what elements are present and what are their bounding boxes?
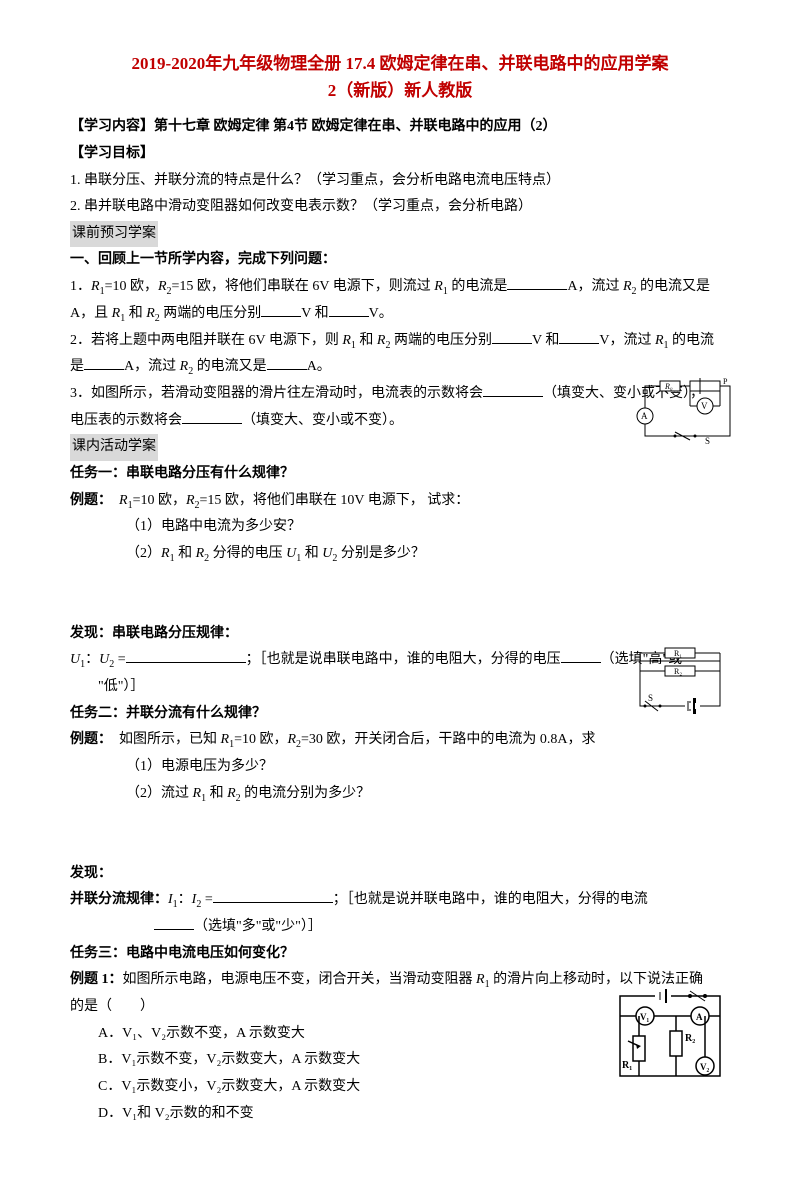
svg-text:V: V xyxy=(701,401,708,411)
review-heading: 一、回顾上一节所学内容，完成下列问题： xyxy=(70,247,730,274)
circuit-diagram-1: P R₀ V A S xyxy=(635,376,740,446)
svg-text:R₀: R₀ xyxy=(664,382,673,391)
circuit-diagram-3: V₁ A R₁ R₂ V₂ xyxy=(610,986,730,1086)
question-2-line2: 是A，流过 R2 的电流又是A。 xyxy=(70,354,730,381)
svg-text:S: S xyxy=(705,436,710,446)
svg-text:R₁: R₁ xyxy=(674,649,682,658)
question-3-line2: 电压表的示数将会（填变大、变小或不变）。 xyxy=(70,408,730,435)
svg-text:A: A xyxy=(641,411,648,421)
ex1-q2: （2）R1 和 R2 分得的电压 U1 和 U2 分别是多少？ xyxy=(70,541,730,568)
pre-study-label: 课前预习学案 xyxy=(70,221,158,248)
question-3: 3．如图所示，若滑动变阻器的滑片往左滑动时，电流表的示数将会（填变大、变小或不变… xyxy=(70,381,730,408)
goal-2: 2. 串并联电路中滑动变阻器如何改变电表示数？（学习重点，会分析电路） xyxy=(70,194,730,221)
svg-text:V₂: V₂ xyxy=(700,1062,709,1072)
svg-text:V₁: V₁ xyxy=(640,1012,649,1022)
heading-content: 【学习内容】第十七章 欧姆定律 第4节 欧姆定律在串、并联电路中的应用（2） xyxy=(70,114,730,141)
goal-1: 1. 串联分压、并联分流的特点是什么？（学习重点，会分析电路电流电压特点） xyxy=(70,168,730,195)
svg-text:A: A xyxy=(696,1012,703,1022)
task1-heading: 任务一：串联电路分压有什么规律？ xyxy=(70,461,730,488)
option-d: D．V₁和 V₂示数的和不变 xyxy=(70,1101,730,1128)
example1: 例题： R1=10 欧，R2=15 欧，将他们串联在 10V 电源下， 试求： xyxy=(70,488,730,515)
question-3-block: P R₀ V A S 3．如图所示，若滑动变阻器的滑片往左滑动时，电流表的示数将… xyxy=(70,381,730,434)
parallel-rule: 并联分流规律：I1：I2 =；［也就是说并联电路中，谁的电阻大，分得的电流 xyxy=(70,887,730,914)
ex2-q2: （2）流过 R1 和 R2 的电流分别为多少？ xyxy=(70,781,730,808)
heading-goals: 【学习目标】 xyxy=(70,141,730,168)
parallel-rule-2: （选填"多"或"少"）］ xyxy=(70,914,730,941)
task3-block: V₁ A R₁ R₂ V₂ 任务三：电路中电流电压如何变化？ 例题 1：如图所示… xyxy=(70,941,730,1127)
task3-heading: 任务三：电路中电流电压如何变化？ xyxy=(70,941,730,968)
question-2: 2．若将上题中两电阻并联在 6V 电源下，则 R1 和 R2 两端的电压分别V … xyxy=(70,328,730,355)
svg-text:R₂: R₂ xyxy=(685,1033,695,1044)
ex2-q1: （1）电源电压为多少？ xyxy=(70,754,730,781)
discover-heading: 发现：串联电路分压规律： xyxy=(70,621,730,648)
question-1-line2: A，且 R1 和 R2 两端的电压分别V 和V。 xyxy=(70,301,730,328)
svg-text:S: S xyxy=(648,693,653,703)
svg-text:R₁: R₁ xyxy=(622,1060,632,1071)
discover1-block: R₁ R₂ S 发现：串联电路分压规律： U1：U2 =；［也就是说串联电路中，… xyxy=(70,621,730,701)
example2: 例题： 如图所示，已知 R1=10 欧，R2=30 欧，开关闭合后，干路中的电流… xyxy=(70,727,730,754)
discover2: 发现： xyxy=(70,861,730,888)
in-class-label: 课内活动学案 xyxy=(70,434,158,461)
svg-text:P: P xyxy=(723,377,728,386)
page-title: 2019-2020年九年级物理全册 17.4 欧姆定律在串、并联电路中的应用学案… xyxy=(70,50,730,104)
circuit-diagram-2: R₁ R₂ S xyxy=(630,646,730,716)
ex1-q1: （1）电路中电流为多少安？ xyxy=(70,514,730,541)
question-1: 1．R1=10 欧，R2=15 欧，将他们串联在 6V 电源下，则流过 R1 的… xyxy=(70,274,730,301)
svg-text:R₂: R₂ xyxy=(674,667,682,676)
